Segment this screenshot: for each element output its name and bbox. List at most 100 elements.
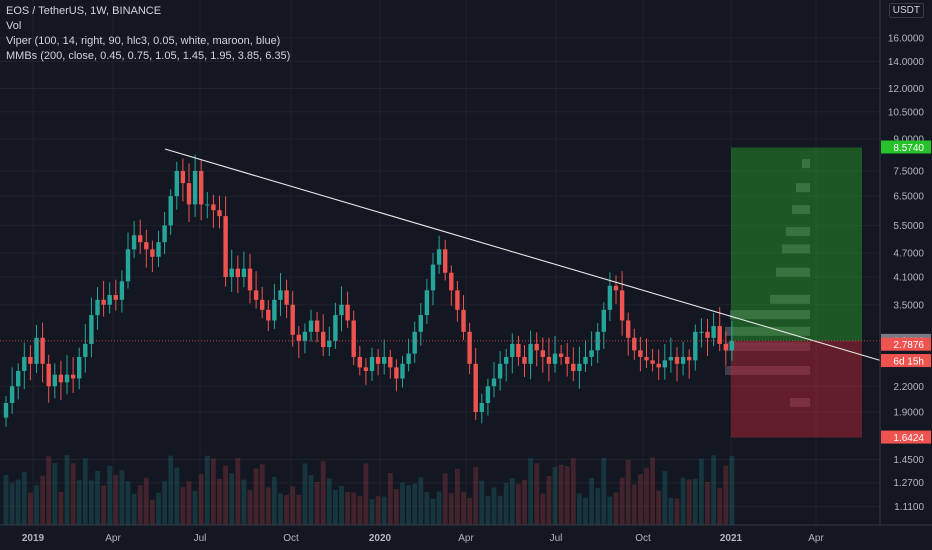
candle-body xyxy=(34,337,39,364)
candle-body xyxy=(680,356,686,364)
volume-bar xyxy=(265,487,271,525)
candle-body xyxy=(278,290,283,300)
volume-bar xyxy=(363,463,369,525)
candle-body xyxy=(46,363,51,387)
candle-body xyxy=(571,363,576,371)
candle-body xyxy=(638,350,643,357)
price-tick-label: 14.0000 xyxy=(888,57,925,68)
candle-body xyxy=(205,204,210,206)
candle-body xyxy=(717,326,722,344)
volume-bar xyxy=(333,489,338,525)
price-label-bg xyxy=(881,354,931,368)
volume-profile-row xyxy=(725,326,810,336)
candle-body xyxy=(150,249,155,257)
volume-bar xyxy=(70,463,76,525)
candle-body xyxy=(241,268,247,277)
candle-body xyxy=(510,343,515,357)
candle-body xyxy=(388,356,393,368)
volume-bar xyxy=(64,455,70,525)
volume-bar xyxy=(241,479,247,525)
time-tick-label: Apr xyxy=(808,533,824,544)
candle-body xyxy=(162,225,167,243)
candle-body xyxy=(266,309,271,321)
volume-bar xyxy=(107,465,113,525)
volume-bar xyxy=(625,459,631,525)
volume-bar xyxy=(729,456,735,525)
trend-line xyxy=(164,148,881,361)
symbol-title[interactable]: EOS / TetherUS, 1W, BINANCE xyxy=(6,5,162,17)
volume-bar xyxy=(479,480,485,525)
volume-bar xyxy=(46,456,52,525)
candles xyxy=(3,154,735,427)
time-tick-label: Oct xyxy=(283,533,299,544)
indicator-viper[interactable]: Viper (100, 14, right, 90, hlc3, 0.05, w… xyxy=(6,35,281,47)
volume-profile-row xyxy=(770,294,810,304)
candle-body xyxy=(711,326,716,338)
price-label: 6d 15h xyxy=(893,357,924,368)
candle-body xyxy=(619,290,625,321)
volume-bar xyxy=(442,473,448,525)
candle-body xyxy=(333,315,338,341)
price-tick-label: 5.5000 xyxy=(893,221,924,232)
candle-body xyxy=(662,360,667,368)
candle-body xyxy=(70,374,76,379)
candle-body xyxy=(607,285,613,310)
candle-body xyxy=(632,337,637,351)
candle-body xyxy=(22,356,27,371)
volume-bar xyxy=(345,492,350,525)
candle-body xyxy=(699,331,704,333)
candle-body xyxy=(650,360,655,364)
volume-bar xyxy=(674,498,680,525)
volume-bar xyxy=(28,492,33,525)
candle-body xyxy=(552,353,558,364)
candle-body xyxy=(235,268,240,277)
volume-profile-row xyxy=(786,226,810,236)
volume-bar xyxy=(461,491,466,525)
candle-body xyxy=(357,356,362,368)
candle-body xyxy=(473,363,478,412)
legend: EOS / TetherUS, 1W, BINANCE Vol Viper (1… xyxy=(6,4,290,64)
volume-bar xyxy=(198,474,204,525)
indicator-mmbs[interactable]: MMBs (200, close, 0.45, 0.75, 1.05, 1.45… xyxy=(6,50,291,62)
price-label-bg xyxy=(881,337,931,351)
volume-bar xyxy=(503,483,509,525)
volume-bar xyxy=(583,497,588,525)
volume-bar xyxy=(302,463,308,525)
volume-bar xyxy=(400,482,405,525)
volume-bar xyxy=(180,487,186,525)
price-label-bg xyxy=(881,430,931,444)
candle-body xyxy=(375,356,381,364)
indicator-vol[interactable]: Vol xyxy=(6,20,22,32)
volume-bar xyxy=(607,496,613,525)
volume-bar xyxy=(430,498,436,525)
volume-bar xyxy=(314,481,320,525)
time-tick-label: Apr xyxy=(105,533,121,544)
price-label: 8.5740 xyxy=(893,143,924,154)
price-tick-label: 4.7000 xyxy=(893,249,924,260)
candle-body xyxy=(40,337,45,364)
candle-body xyxy=(522,356,527,364)
candle-body xyxy=(260,299,265,310)
candle-body xyxy=(601,309,606,332)
volume-bar xyxy=(662,471,668,525)
candle-body xyxy=(217,210,222,217)
candle-body xyxy=(534,343,539,351)
volume-bar xyxy=(21,471,27,525)
candle-body xyxy=(211,204,216,211)
currency-badge[interactable]: USDT xyxy=(888,3,924,18)
candle-body xyxy=(705,331,710,338)
volume-bar xyxy=(284,494,289,525)
position-tool xyxy=(731,147,862,438)
target-zone xyxy=(731,147,862,341)
volume-bar xyxy=(540,493,546,525)
volume-bar xyxy=(101,485,106,525)
time-tick-label: Apr xyxy=(458,533,474,544)
volume-bar xyxy=(711,455,716,525)
volume-bar xyxy=(168,455,174,525)
price-tick-label: 3.5000 xyxy=(893,300,924,311)
volume-bar xyxy=(375,496,381,525)
price-tick-label: 7.5000 xyxy=(893,166,924,177)
volume-bar xyxy=(204,455,210,525)
